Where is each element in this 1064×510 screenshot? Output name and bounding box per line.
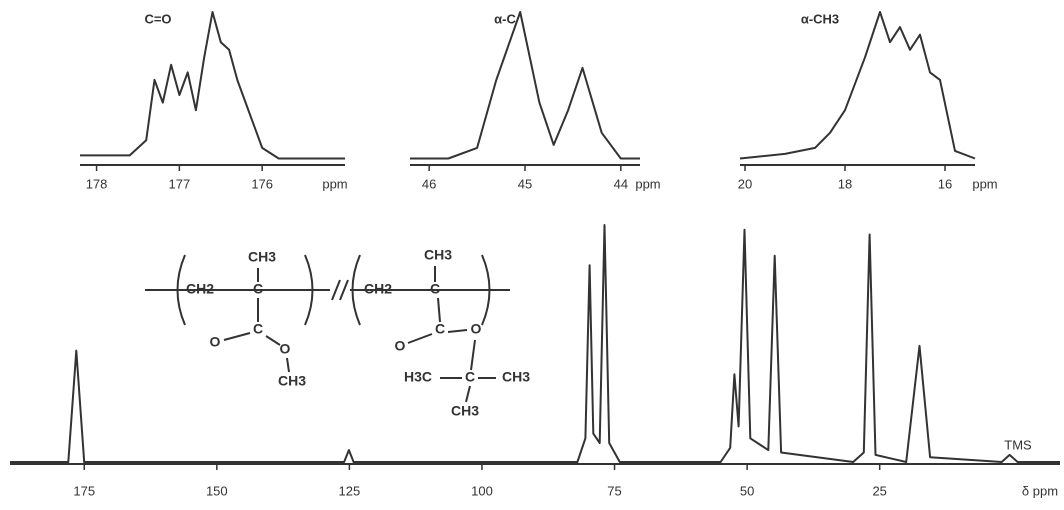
bracket xyxy=(304,254,314,326)
atom-label: CH3 xyxy=(424,247,452,263)
bond xyxy=(437,297,441,323)
inset-title: α-C xyxy=(494,11,516,26)
spectrum-line xyxy=(80,11,345,160)
bond xyxy=(265,335,281,346)
break xyxy=(339,279,349,301)
x-axis-label: ppm xyxy=(972,176,997,191)
atom-label: CH3 xyxy=(451,403,479,419)
atom-label: C xyxy=(253,281,263,297)
atom-label: O xyxy=(280,341,291,357)
atom-label: CH3 xyxy=(248,249,276,265)
x-tick-label: 177 xyxy=(169,176,191,191)
x-tick-label: 25 xyxy=(872,483,886,498)
bracket xyxy=(351,254,361,326)
x-tick-label: 178 xyxy=(86,176,108,191)
spectrum-line xyxy=(739,11,976,160)
bond xyxy=(223,332,251,341)
bond xyxy=(286,357,290,373)
atom-label: CH3 xyxy=(502,369,530,385)
bond xyxy=(447,329,468,333)
spectrum-line xyxy=(410,11,640,160)
x-axis-label: δ ppm xyxy=(1022,483,1058,498)
x-tick-label: 125 xyxy=(339,483,361,498)
x-tick-label: 175 xyxy=(73,483,95,498)
x-axis-label: ppm xyxy=(635,176,660,191)
x-tick-label: 176 xyxy=(251,176,273,191)
atom-label: C xyxy=(253,321,263,337)
inset-title: C=O xyxy=(144,11,171,26)
x-tick-label: 150 xyxy=(206,483,228,498)
x-tick-label: 46 xyxy=(422,176,436,191)
x-tick-label: 45 xyxy=(518,176,532,191)
atom-label: O xyxy=(395,338,406,354)
x-tick-label: 16 xyxy=(938,176,952,191)
bond xyxy=(470,339,476,371)
spectrum-line xyxy=(10,224,1060,463)
inset-title: α-CH3 xyxy=(801,11,839,26)
atom-label: O xyxy=(210,334,221,350)
atom-label: CH2 xyxy=(364,281,392,297)
atom-label: CH3 xyxy=(278,373,306,389)
atom-label: CH2 xyxy=(186,281,214,297)
atom-label: C xyxy=(435,321,445,337)
x-tick-label: 44 xyxy=(614,176,628,191)
bond xyxy=(465,385,471,403)
annotation: TMS xyxy=(1004,437,1032,452)
x-tick-label: 100 xyxy=(471,483,493,498)
bond xyxy=(407,333,433,344)
x-tick-label: 18 xyxy=(838,176,852,191)
x-tick-label: 20 xyxy=(738,176,752,191)
atom-label: H3C xyxy=(404,369,432,385)
atom-label: C xyxy=(465,369,475,385)
break xyxy=(331,279,341,301)
x-axis-label: ppm xyxy=(322,176,347,191)
atom-label: O xyxy=(471,321,482,337)
x-tick-label: 75 xyxy=(607,483,621,498)
structure: CH2 C CH3 C O O CH3 CH2 C CH3 C O O C H3… xyxy=(145,247,530,419)
atom-label: C xyxy=(430,281,440,297)
bracket xyxy=(481,254,491,326)
x-tick-label: 50 xyxy=(740,483,754,498)
bracket xyxy=(176,254,186,326)
